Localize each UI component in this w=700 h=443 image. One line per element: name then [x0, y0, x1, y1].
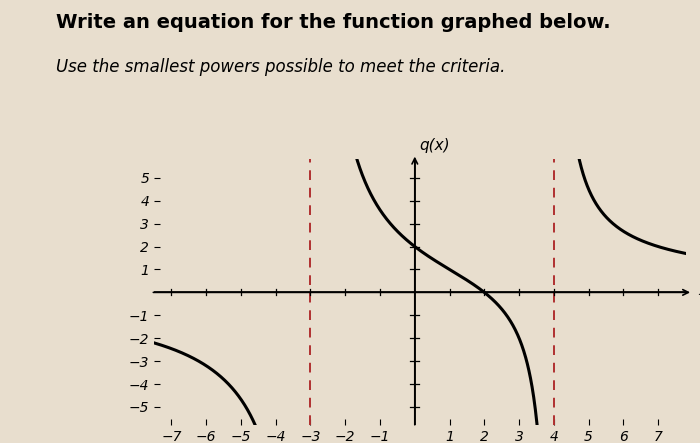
- Text: Write an equation for the function graphed below.: Write an equation for the function graph…: [56, 13, 610, 32]
- Text: Use the smallest powers possible to meet the criteria.: Use the smallest powers possible to meet…: [56, 58, 505, 76]
- Text: x: x: [698, 283, 700, 298]
- Text: q(x): q(x): [419, 138, 449, 152]
